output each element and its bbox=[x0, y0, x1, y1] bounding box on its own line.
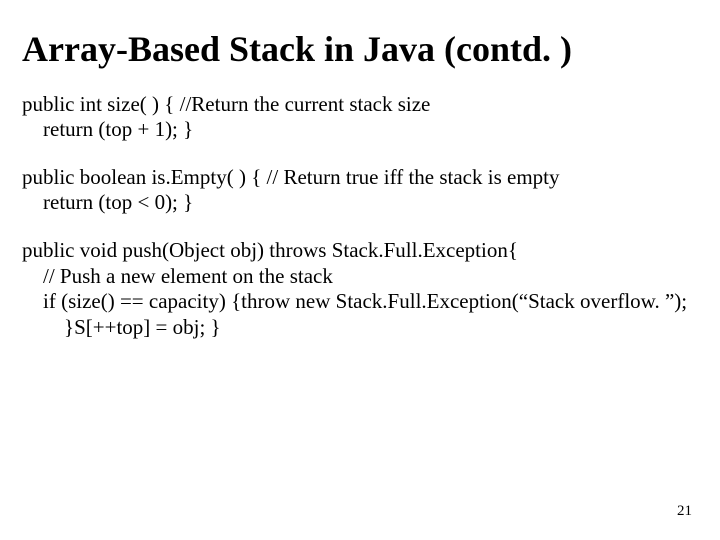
code-block-isempty: public boolean is.Empty( ) { // Return t… bbox=[22, 165, 698, 216]
code-line: if (size() == capacity) {throw new Stack… bbox=[22, 289, 698, 315]
slide-title: Array-Based Stack in Java (contd. ) bbox=[22, 30, 698, 70]
code-line: public void push(Object obj) throws Stac… bbox=[22, 238, 698, 264]
code-block-push: public void push(Object obj) throws Stac… bbox=[22, 238, 698, 340]
code-line: // Push a new element on the stack bbox=[22, 264, 698, 290]
code-line: }S[++top] = obj; } bbox=[22, 315, 698, 341]
code-line: return (top < 0); } bbox=[22, 190, 698, 216]
code-line: public boolean is.Empty( ) { // Return t… bbox=[22, 165, 698, 191]
code-block-size: public int size( ) { //Return the curren… bbox=[22, 92, 698, 143]
slide-body: public int size( ) { //Return the curren… bbox=[22, 92, 698, 341]
code-line: public int size( ) { //Return the curren… bbox=[22, 92, 698, 118]
code-line: return (top + 1); } bbox=[22, 117, 698, 143]
page-number: 21 bbox=[677, 503, 692, 520]
slide-container: Array-Based Stack in Java (contd. ) publ… bbox=[0, 0, 720, 340]
